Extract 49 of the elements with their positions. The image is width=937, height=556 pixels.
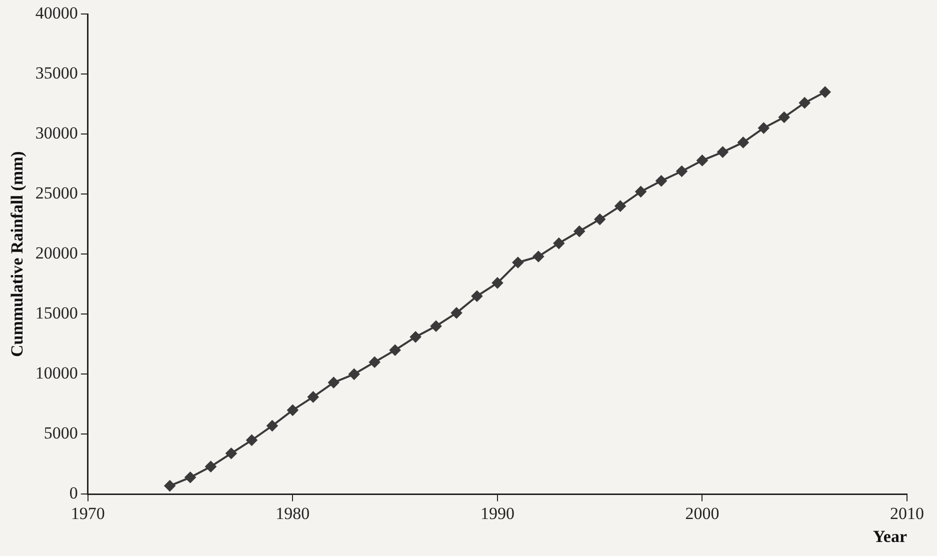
point bbox=[390, 344, 401, 356]
point bbox=[553, 238, 564, 249]
y-tick-label: 20000 bbox=[35, 244, 78, 263]
point bbox=[410, 331, 422, 342]
point bbox=[287, 404, 298, 416]
y-tick-label: 35000 bbox=[35, 63, 78, 82]
x-tick-label: 1980 bbox=[276, 504, 310, 523]
y-tick-label: 40000 bbox=[35, 3, 78, 22]
y-tick-label: 0 bbox=[69, 484, 78, 503]
point bbox=[799, 97, 810, 108]
x-tick-label: 2010 bbox=[890, 504, 924, 523]
y-tick-label: 5000 bbox=[44, 424, 78, 443]
x-tick-label: 1970 bbox=[70, 504, 105, 523]
point bbox=[369, 356, 380, 368]
point bbox=[164, 480, 176, 492]
point bbox=[594, 214, 606, 225]
point bbox=[226, 448, 237, 459]
point bbox=[656, 175, 667, 186]
x-tick-label: 1990 bbox=[480, 504, 514, 523]
point bbox=[246, 434, 258, 446]
point bbox=[717, 146, 728, 158]
point bbox=[758, 122, 770, 134]
point bbox=[512, 257, 524, 268]
y-tick-label: 30000 bbox=[35, 124, 78, 143]
point bbox=[676, 166, 688, 177]
point bbox=[778, 112, 790, 123]
point bbox=[532, 251, 544, 262]
point bbox=[614, 200, 626, 212]
point bbox=[492, 277, 503, 288]
y-axis-title: Cummulative Rainfall (mm) bbox=[8, 151, 27, 358]
point bbox=[820, 86, 831, 98]
point bbox=[184, 472, 196, 483]
point bbox=[635, 186, 646, 198]
point bbox=[738, 136, 749, 148]
point bbox=[696, 154, 708, 166]
point bbox=[450, 307, 462, 318]
point bbox=[328, 377, 340, 388]
x-tick-label: 2000 bbox=[685, 504, 720, 523]
y-tick-label: 15000 bbox=[35, 304, 78, 323]
point bbox=[205, 461, 216, 472]
point bbox=[308, 391, 319, 402]
point bbox=[574, 226, 585, 237]
point bbox=[430, 320, 442, 332]
x-axis-title: Year bbox=[873, 527, 908, 546]
y-tick-label: 10000 bbox=[35, 364, 78, 383]
point bbox=[348, 368, 360, 380]
y-tick-label: 25000 bbox=[35, 184, 78, 203]
point bbox=[266, 420, 278, 432]
point bbox=[471, 290, 482, 302]
